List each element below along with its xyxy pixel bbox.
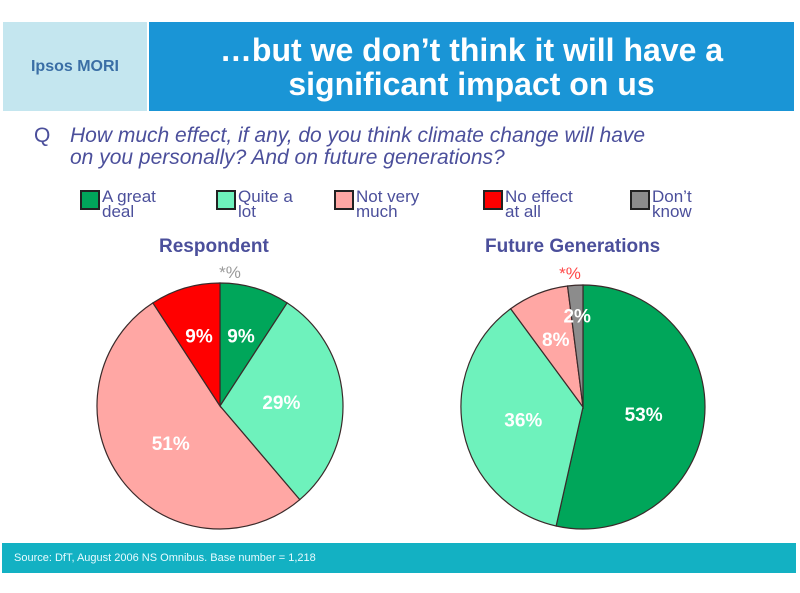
question-line2: on you personally? And on future generat… bbox=[70, 146, 505, 169]
pie-label-future-generations-2: 8% bbox=[542, 330, 570, 351]
legend-item-great-deal: A great deal bbox=[80, 187, 182, 221]
chart-title-respondent: Respondent bbox=[159, 236, 269, 257]
question-line1: How much effect, if any, do you think cl… bbox=[70, 124, 646, 147]
pie-slice-future-generations-don-t-know bbox=[566, 284, 584, 408]
pie-slice-future-generations-quite-a-lot bbox=[460, 307, 584, 527]
pie-slice-respondent-no-effect-at-all bbox=[152, 282, 221, 409]
legend-label: No effect at all bbox=[505, 187, 573, 221]
slide-title-line2: significant impact on us bbox=[288, 65, 655, 102]
pie-label-respondent-1: 29% bbox=[262, 393, 300, 414]
legend-swatch bbox=[216, 190, 236, 210]
pie-label-future-generations-4: 2% bbox=[563, 307, 591, 328]
slide-title-line1: …but we don’t think it will have a bbox=[219, 31, 724, 68]
pie-label-respondent-2: 51% bbox=[152, 434, 190, 455]
logo-panel: Ipsos MORI bbox=[3, 22, 147, 111]
pie-slice-future-generations-a-great-deal bbox=[555, 284, 706, 530]
source-text: Source: DfT, August 2006 NS Omnibus. Bas… bbox=[14, 552, 316, 564]
legend-label: Not very much bbox=[356, 187, 420, 221]
pie-annotation-future-generations: *% bbox=[559, 264, 581, 283]
legend-swatch bbox=[80, 190, 100, 210]
title-banner: …but we don’t think it will have a signi… bbox=[149, 22, 794, 111]
legend-item-dont-know: Don’t know bbox=[630, 187, 732, 221]
pie-slice-respondent-quite-a-lot bbox=[219, 302, 344, 501]
legend-item-no-effect: No effect at all bbox=[483, 187, 585, 221]
slide-title: …but we don’t think it will have a signi… bbox=[220, 33, 723, 101]
pie-label-respondent-0: 9% bbox=[227, 326, 255, 347]
pie-label-future-generations-1: 36% bbox=[504, 410, 542, 431]
legend-swatch bbox=[630, 190, 650, 210]
pie-label-future-generations-0: 53% bbox=[625, 405, 663, 426]
source-footer: Source: DfT, August 2006 NS Omnibus. Bas… bbox=[2, 543, 796, 573]
pie-annotation-respondent: *% bbox=[219, 263, 241, 282]
legend-label: Quite a lot bbox=[238, 187, 293, 221]
legend-item-quite-a-lot: Quite a lot bbox=[216, 187, 318, 221]
legend-label: A great deal bbox=[102, 187, 156, 221]
legend-item-not-very-much: Not very much bbox=[334, 187, 436, 221]
legend-swatch bbox=[483, 190, 503, 210]
legend-swatch bbox=[334, 190, 354, 210]
pie-label-respondent-3: 9% bbox=[185, 326, 213, 347]
legend-label: Don’t know bbox=[652, 187, 692, 221]
chart-title-future-generations: Future Generations bbox=[485, 236, 661, 257]
ipsos-mori-logo: Ipsos MORI bbox=[30, 57, 119, 75]
pie-slice-respondent-not-very-much bbox=[96, 302, 301, 530]
question-marker: Q bbox=[34, 124, 51, 147]
question-text: How much effect, if any, do you think cl… bbox=[70, 125, 790, 169]
